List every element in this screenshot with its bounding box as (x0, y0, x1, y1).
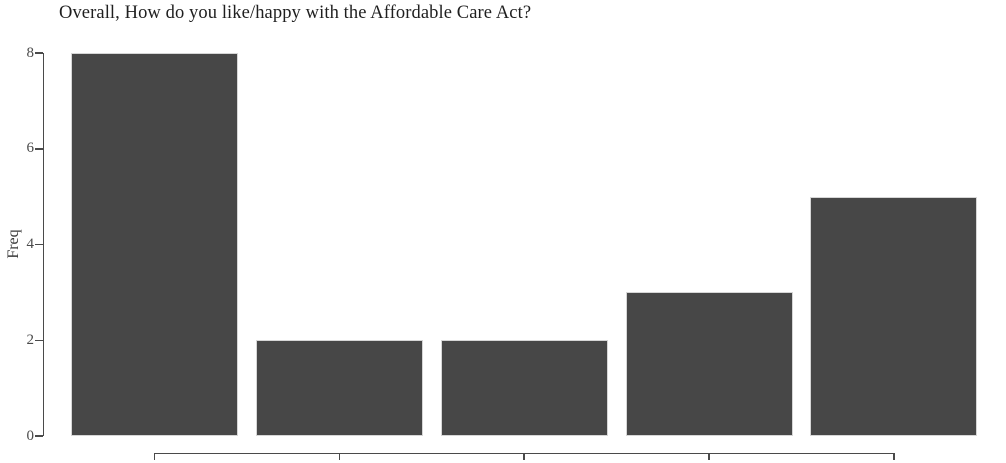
x-tick (153, 452, 156, 460)
bar (255, 340, 423, 436)
y-tick-label: 4 (26, 236, 35, 253)
y-axis-line (42, 53, 44, 436)
y-tick-label: 6 (26, 140, 35, 157)
y-tick-label: 8 (26, 44, 35, 61)
x-tick (893, 452, 895, 460)
y-tick-label: 2 (26, 331, 35, 348)
y-tick (35, 148, 43, 150)
y-tick (35, 339, 43, 342)
bar (810, 196, 978, 436)
x-tick (338, 452, 341, 460)
y-tick (35, 52, 43, 54)
y-tick-label: 0 (26, 427, 35, 444)
bar (440, 340, 608, 436)
chart-title: Overall, How do you like/happy with the … (59, 3, 532, 23)
bar (625, 292, 793, 436)
x-tick (523, 452, 525, 460)
bar (71, 53, 238, 436)
y-tick (35, 243, 43, 246)
x-tick (708, 452, 710, 460)
y-tick (35, 435, 43, 437)
